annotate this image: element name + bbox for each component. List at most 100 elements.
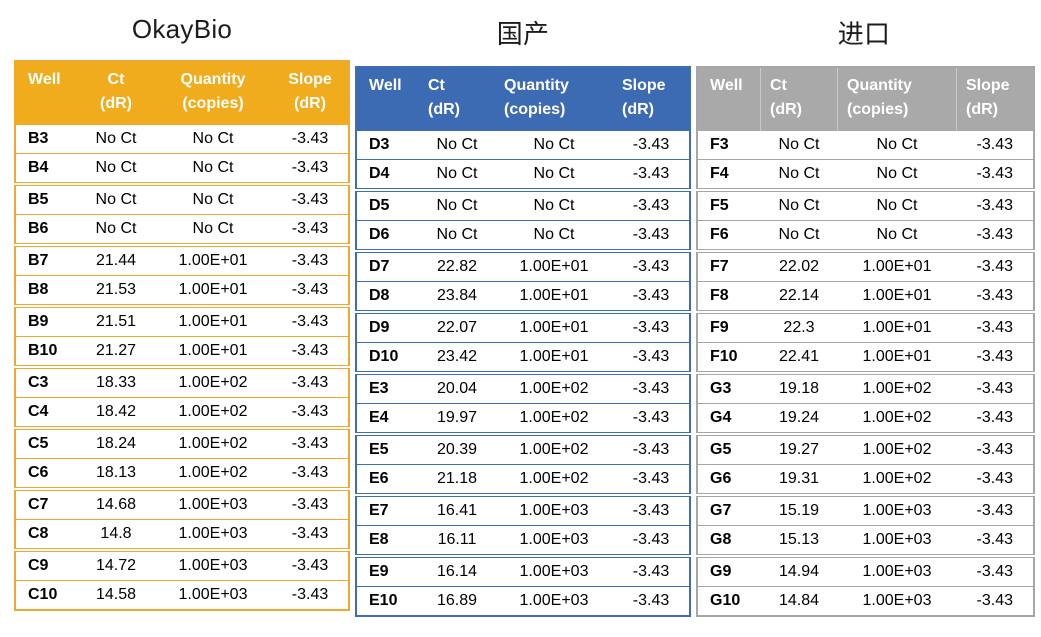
well-cell: E6	[356, 464, 419, 495]
value-cell: -3.43	[956, 188, 1034, 221]
well-cell: D6	[356, 220, 419, 251]
value-cell: 20.39	[419, 432, 495, 465]
table-row: G7 15.19 1.00E+03 -3.43	[697, 493, 1034, 526]
column-header-line2: (dR)	[294, 95, 326, 112]
value-cell: -3.43	[956, 525, 1034, 556]
well-cell: G9	[697, 554, 761, 587]
value-cell: No Ct	[760, 130, 838, 160]
value-cell: 1.00E+01	[837, 342, 957, 373]
table-row: F7 22.02 1.00E+01 -3.43	[697, 249, 1034, 282]
value-cell: 1.00E+03	[154, 580, 272, 610]
well-cell: C7	[15, 487, 78, 520]
well-cell: E10	[356, 586, 419, 616]
value-cell: No Ct	[154, 124, 272, 154]
value-cell: 19.27	[760, 432, 838, 465]
table-row: C6 18.13 1.00E+02 -3.43	[15, 458, 349, 489]
value-cell: 18.13	[78, 458, 154, 489]
value-cell: No Ct	[495, 159, 613, 190]
value-cell: -3.43	[613, 371, 690, 404]
value-cell: -3.43	[272, 519, 349, 550]
well-cell: B10	[15, 336, 78, 367]
well-cell: D9	[356, 310, 419, 343]
value-cell: -3.43	[956, 342, 1034, 373]
value-cell: No Ct	[837, 159, 957, 190]
column-header-line2: (copies)	[504, 101, 566, 118]
table-row: B6 No Ct No Ct -3.43	[15, 214, 349, 245]
value-cell: 1.00E+03	[495, 586, 613, 616]
value-cell: 19.97	[419, 403, 495, 434]
table-body: D3 No Ct No Ct -3.43 D4 No Ct No Ct -3.43 D5 No C…	[356, 130, 690, 616]
value-cell: 1.00E+03	[837, 525, 957, 556]
value-cell: 1.00E+01	[495, 310, 613, 343]
value-cell: -3.43	[613, 188, 690, 221]
table-row: C4 18.42 1.00E+02 -3.43	[15, 397, 349, 428]
column-header-slope: Slope (dR)	[613, 67, 690, 131]
value-cell: 22.14	[760, 281, 838, 312]
table-row: B3 No Ct No Ct -3.43	[15, 124, 349, 154]
header-row: Well Ct (dR) Quantity (copies) Slope (dR)	[15, 61, 349, 125]
value-cell: 20.04	[419, 371, 495, 404]
qpcr-comparison-figure: OkayBio Well Ct (dR) Quantity (copies) Slope (…	[14, 12, 1035, 617]
table-row: B4 No Ct No Ct -3.43	[15, 153, 349, 184]
column-header-line2	[357, 98, 419, 122]
table-row: E7 16.41 1.00E+03 -3.43	[356, 493, 690, 526]
table-row: G9 14.94 1.00E+03 -3.43	[697, 554, 1034, 587]
value-cell: -3.43	[956, 310, 1034, 343]
table-row: F5 No Ct No Ct -3.43	[697, 188, 1034, 221]
value-cell: 14.84	[760, 586, 838, 616]
value-cell: 1.00E+01	[154, 243, 272, 276]
column-header-line1: Ct	[428, 77, 445, 94]
value-cell: 16.89	[419, 586, 495, 616]
value-cell: -3.43	[956, 281, 1034, 312]
table-row: C5 18.24 1.00E+02 -3.43	[15, 426, 349, 459]
table-row: D3 No Ct No Ct -3.43	[356, 130, 690, 160]
value-cell: 1.00E+03	[837, 493, 957, 526]
value-cell: 15.19	[760, 493, 838, 526]
value-cell: -3.43	[272, 458, 349, 489]
value-cell: -3.43	[956, 432, 1034, 465]
value-cell: 1.00E+02	[837, 371, 957, 404]
header-row: Well Ct (dR) Quantity (copies) Slope (dR)	[356, 67, 690, 131]
value-cell: No Ct	[419, 220, 495, 251]
value-cell: 1.00E+02	[837, 464, 957, 495]
column-header-line1: Well	[710, 77, 743, 94]
value-cell: -3.43	[956, 130, 1034, 160]
value-cell: -3.43	[613, 525, 690, 556]
value-cell: 1.00E+03	[154, 519, 272, 550]
value-cell: -3.43	[956, 554, 1034, 587]
column-header-line2: (dR)	[966, 101, 998, 118]
value-cell: -3.43	[956, 220, 1034, 251]
value-cell: -3.43	[613, 403, 690, 434]
value-cell: 1.00E+01	[154, 275, 272, 306]
value-cell: 1.00E+03	[154, 548, 272, 581]
well-cell: F4	[697, 159, 761, 190]
table-row: D10 23.42 1.00E+01 -3.43	[356, 342, 690, 373]
well-cell: F10	[697, 342, 761, 373]
well-cell: D8	[356, 281, 419, 312]
table-row: G3 19.18 1.00E+02 -3.43	[697, 371, 1034, 404]
panel-domestic: 国产 Well Ct (dR) Quantity (copies) Slope (dR) D…	[355, 12, 691, 617]
well-cell: F3	[697, 130, 761, 160]
value-cell: 1.00E+01	[154, 336, 272, 367]
value-cell: 21.53	[78, 275, 154, 306]
value-cell: No Ct	[78, 214, 154, 245]
value-cell: -3.43	[272, 124, 349, 154]
value-cell: -3.43	[956, 464, 1034, 495]
value-cell: No Ct	[78, 153, 154, 184]
table-row: F3 No Ct No Ct -3.43	[697, 130, 1034, 160]
value-cell: 1.00E+02	[837, 403, 957, 434]
well-cell: E8	[356, 525, 419, 556]
value-cell: No Ct	[495, 130, 613, 160]
table-row: D9 22.07 1.00E+01 -3.43	[356, 310, 690, 343]
value-cell: -3.43	[956, 371, 1034, 404]
value-cell: 14.68	[78, 487, 154, 520]
well-cell: G6	[697, 464, 761, 495]
value-cell: 1.00E+02	[154, 426, 272, 459]
table-header: Well Ct (dR) Quantity (copies) Slope (dR)	[356, 67, 690, 131]
table-row: C7 14.68 1.00E+03 -3.43	[15, 487, 349, 520]
value-cell: 1.00E+01	[837, 281, 957, 312]
column-header-line1: Slope	[966, 77, 1010, 94]
well-cell: E9	[356, 554, 419, 587]
okaybio-results-table: Well Ct (dR) Quantity (copies) Slope (dR) B3 No…	[14, 60, 350, 611]
panel-title-domestic: 国产	[496, 19, 550, 49]
